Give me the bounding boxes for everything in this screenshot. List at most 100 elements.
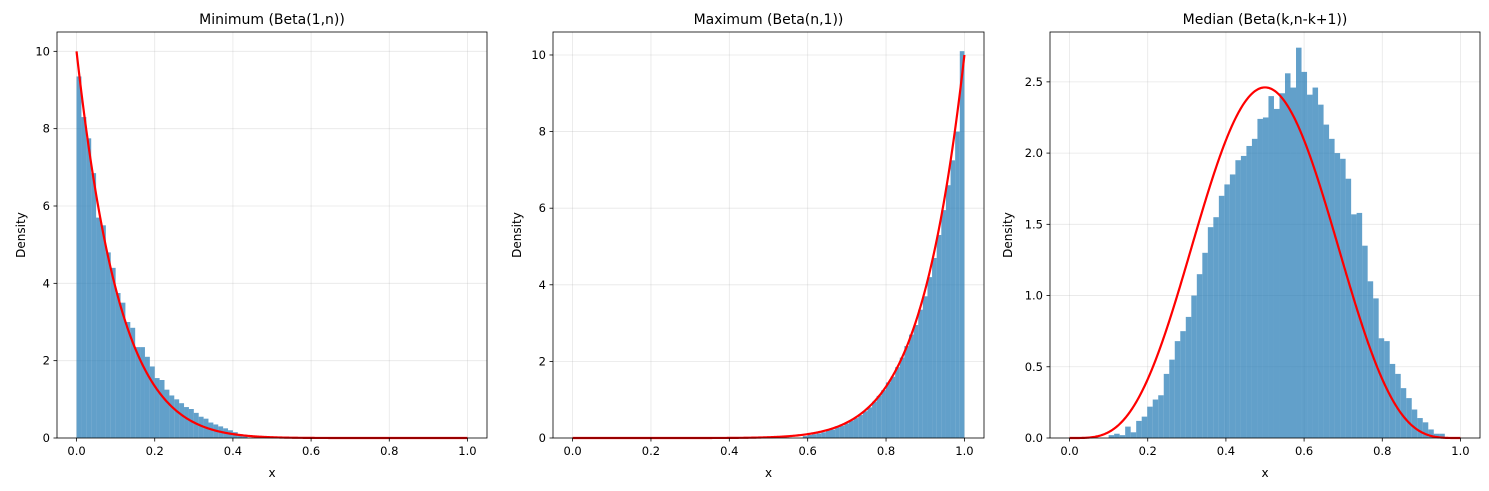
x-tick-label: 0.6 <box>799 444 817 458</box>
histogram-bar <box>862 411 868 438</box>
histogram-bar <box>174 399 180 438</box>
histogram-bar <box>1246 145 1252 438</box>
histogram-bar <box>1257 118 1263 438</box>
histogram-bar <box>802 436 808 438</box>
histogram-bar <box>1362 245 1368 438</box>
histogram-bar <box>76 76 82 438</box>
histogram-bar <box>936 235 942 438</box>
histogram-bar <box>1279 93 1285 439</box>
histogram-bar <box>853 418 859 438</box>
histogram-bar <box>904 346 909 438</box>
x-tick-label: 0.2 <box>642 444 660 458</box>
histogram-bar <box>913 325 919 438</box>
histogram-bar <box>1395 373 1401 438</box>
y-axis-label: Density <box>14 212 28 258</box>
chart-title: Maximum (Beta(n,1)) <box>694 12 844 28</box>
x-tick-label: 1.0 <box>1451 444 1469 458</box>
x-tick-label: 1.0 <box>955 444 973 458</box>
chart-panel-3: 0.0 0.2 0.4 0.6 0.8 1.0 0.0 0.5 1.0 1.5 2.0 2.5 Medi… <box>1001 12 1481 480</box>
histogram-bar <box>1163 373 1170 438</box>
histogram-bar <box>1141 416 1148 438</box>
y-tick-label: 2.5 <box>1025 75 1043 89</box>
histogram-bar <box>1318 104 1324 438</box>
histogram-bar <box>1268 96 1274 439</box>
histogram-bar <box>1130 432 1137 438</box>
histogram-bar <box>927 277 933 438</box>
histogram-bar <box>1125 426 1131 438</box>
y-tick-label: 2.0 <box>1025 146 1043 160</box>
histogram-bar <box>872 401 877 438</box>
histogram-bar <box>918 309 923 438</box>
histogram-bar <box>890 376 896 438</box>
histogram-bar <box>1202 252 1208 438</box>
axes-frame <box>1049 31 1481 439</box>
histogram-bar <box>1229 174 1236 438</box>
histogram-bar <box>169 395 175 438</box>
y-tick-label: 0.0 <box>1025 431 1043 445</box>
histogram-bar <box>830 429 836 438</box>
histogram-bar <box>1340 158 1346 439</box>
y-tick-label: 2 <box>539 354 546 368</box>
chart-panel-2: 0.0 0.2 0.4 0.6 0.8 1.0 0 2 4 6 8 10 Maximum (Beta(n… <box>510 12 985 480</box>
histogram-bar <box>1334 153 1341 439</box>
histogram-bar <box>1422 422 1429 438</box>
histogram-bar <box>135 347 141 438</box>
histogram-bar <box>1356 212 1363 438</box>
y-tick-label: 4 <box>539 278 546 292</box>
histogram-bar <box>1152 399 1159 438</box>
y-tick-label: 4 <box>43 276 50 290</box>
histogram-bar <box>100 225 106 438</box>
histogram-bar <box>959 51 965 439</box>
histogram-bar <box>835 427 840 438</box>
histogram-bar <box>1119 435 1126 438</box>
histogram-bar <box>86 138 92 439</box>
x-tick-label: 1.0 <box>458 444 476 458</box>
histogram-bar <box>876 395 882 438</box>
x-tick-label: 0.0 <box>563 444 581 458</box>
histogram-bar <box>144 356 150 438</box>
histogram-bar <box>1273 108 1280 438</box>
y-tick-label: 8 <box>539 125 546 139</box>
histogram-bar <box>1235 160 1241 439</box>
histogram-bar <box>96 217 101 438</box>
x-tick-label: 0.2 <box>146 444 164 458</box>
histogram-bar <box>1345 178 1352 438</box>
chart-panel-1: 0.0 0.2 0.4 0.6 0.8 1.0 0 2 4 6 8 10 Minimum (Beta(1… <box>14 12 488 480</box>
histogram-bar <box>1185 316 1192 438</box>
histogram-bar <box>950 160 956 438</box>
histogram-bar <box>867 407 873 438</box>
histogram-bar <box>1136 420 1142 438</box>
histogram-bar <box>816 433 822 438</box>
x-tick-label: 0.0 <box>67 444 85 458</box>
histogram-bar <box>193 412 199 438</box>
histogram-bar <box>1191 295 1197 438</box>
histogram-bar <box>932 257 937 438</box>
histogram-bar <box>105 252 111 438</box>
histogram-bar <box>941 210 946 438</box>
histogram-bar <box>1169 359 1175 438</box>
histogram-bar <box>154 378 160 438</box>
y-axis-label: Density <box>510 212 524 258</box>
histogram-bar <box>1400 388 1407 438</box>
histogram-bar <box>812 434 817 438</box>
histogram-bar <box>825 430 831 438</box>
histogram-bar <box>1240 155 1247 439</box>
y-tick-label: 10 <box>531 48 546 62</box>
histogram-bar <box>1296 47 1302 439</box>
histogram-bar <box>1290 87 1297 438</box>
histogram-bar <box>1213 217 1219 438</box>
histogram-bar <box>922 296 928 438</box>
histogram-bar <box>198 416 204 438</box>
histogram-bar <box>1262 117 1269 438</box>
histogram-bar <box>858 415 863 438</box>
x-tick-label: 0.6 <box>1295 444 1313 458</box>
x-axis-label: x <box>1261 466 1268 480</box>
histogram-bar <box>1301 71 1308 438</box>
x-tick-label: 0.2 <box>1139 444 1157 458</box>
histogram-bar <box>1439 433 1445 438</box>
histogram-bar <box>1218 195 1225 438</box>
x-tick-label: 0.8 <box>380 444 398 458</box>
y-tick-label: 0 <box>43 431 50 445</box>
histogram-bar <box>885 382 891 438</box>
